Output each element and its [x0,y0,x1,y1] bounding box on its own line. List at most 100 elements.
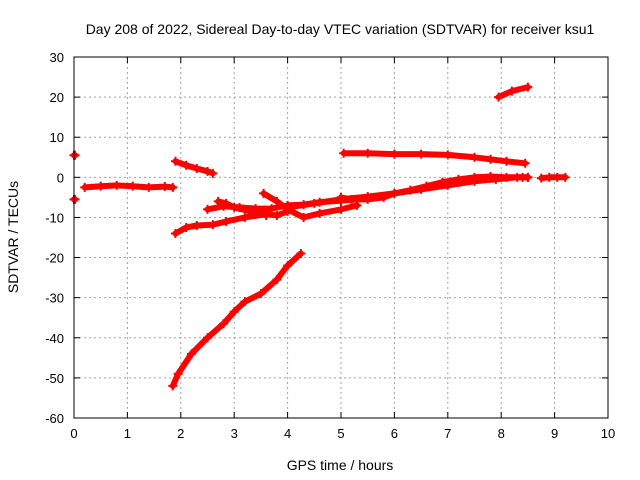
data-point [283,202,293,212]
data-point [168,182,178,192]
data-point [96,181,106,191]
data-point [181,160,191,170]
x-tick-label: 6 [391,426,398,441]
data-point [256,289,266,299]
x-tick-labels: 0 1 2 3 4 5 6 7 8 9 10 [70,426,615,441]
data-point [405,185,415,195]
data-point [221,216,231,226]
data-series-12 [339,148,530,168]
data-point [221,198,231,208]
data-series-9 [259,188,362,222]
data-point [272,210,282,220]
data-point [507,86,517,96]
data-point [70,150,80,160]
data-point [421,181,431,191]
data-point [229,202,239,212]
x-tick-label: 4 [284,426,291,441]
data-point [470,172,479,182]
x-tick-label: 3 [231,426,238,441]
y-tick-label: 30 [50,50,64,65]
data-point [309,198,319,208]
data-point [502,172,512,182]
data-point [70,194,80,204]
data-point [144,182,154,192]
data-point [560,172,570,182]
data-point [363,148,373,158]
x-axis-label: GPS time / hours [287,457,394,473]
data-point [453,174,463,184]
data-point [213,196,223,206]
data-point [240,212,250,222]
data-point [219,319,229,329]
data-series-14 [536,172,570,183]
data-point [363,194,373,204]
data-point [389,188,399,198]
data-point [336,192,346,202]
data-point [283,261,293,271]
y-tick-label: -40 [45,331,64,346]
data-point [486,154,496,164]
data-point [379,192,389,202]
chart-title: Day 208 of 2022, Sidereal Day-to-day VTE… [86,21,595,37]
y-tick-labels: -60 -50 -40 -30 -20 -10 0 10 20 30 [45,50,64,426]
x-tick-label: 10 [601,426,615,441]
y-tick-label: -60 [45,411,64,426]
data-point [416,149,426,159]
data-series [69,82,570,391]
data-point [168,381,178,391]
data-point [520,158,530,168]
y-tick-label: -10 [45,210,64,225]
data-point [208,220,218,230]
data-point [259,188,269,198]
data-point [299,212,309,222]
data-point [128,181,138,191]
data-point [389,149,399,159]
data-point [181,222,191,232]
x-tick-label: 2 [177,426,184,441]
data-point [544,172,554,182]
data-series-6 [168,249,306,391]
data-point [112,180,122,190]
data-point [80,182,90,192]
data-point [203,204,212,214]
data-series-8 [213,196,271,220]
data-point [443,150,453,160]
data-point [192,220,202,230]
data-point [494,92,504,102]
data-point [267,204,277,214]
data-point [523,172,533,182]
y-tick-label: 10 [50,130,64,145]
y-tick-label: 0 [57,170,64,185]
data-point [192,164,202,174]
data-point [160,182,170,192]
data-point [272,196,282,206]
y-tick-label: -20 [45,251,64,266]
data-point [552,172,562,182]
data-point [186,349,196,359]
data-point [173,369,183,379]
x-tick-label: 1 [124,426,131,441]
data-point [336,204,346,214]
data-point [272,275,282,285]
data-point [536,173,546,183]
data-point [229,307,239,317]
data-point [352,200,362,210]
data-point [296,249,306,259]
data-point [203,333,212,343]
data-series-11 [336,172,533,204]
x-tick-label: 5 [337,426,344,441]
data-point [261,210,271,220]
x-tick-label: 8 [498,426,505,441]
data-point [208,168,218,178]
data-series-13 [494,82,533,102]
data-point [245,206,255,216]
data-point [240,297,250,307]
data-point [315,208,325,218]
y-axis-label: SDTVAR / TECUs [5,181,21,293]
data-point [347,194,357,204]
y-tick-label: -30 [45,291,64,306]
data-point [437,177,447,187]
y-tick-label: -50 [45,371,64,386]
